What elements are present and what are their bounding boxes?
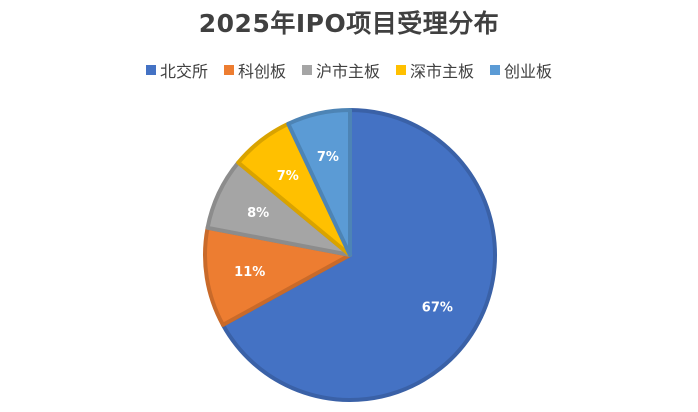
- legend-label: 北交所: [159, 62, 208, 81]
- legend-item: 科创板: [223, 58, 286, 82]
- data-label: 7%: [317, 150, 339, 165]
- legend-swatch: [223, 65, 234, 75]
- pie-slice-1: [203, 225, 352, 327]
- legend-label: 深市主板: [410, 62, 475, 81]
- legend-item: 沪市主板: [301, 58, 380, 82]
- legend-item: 深市主板: [396, 58, 474, 82]
- pie-slice-0: [220, 108, 497, 402]
- legend-swatch: [490, 65, 501, 75]
- legend-swatch: [396, 65, 406, 75]
- legend-item: 北交所: [145, 58, 208, 82]
- legend-item: 创业板: [490, 58, 552, 82]
- chart-title: 2025年IPO项目受理分布: [198, 9, 500, 38]
- data-label: 67%: [422, 301, 453, 316]
- legend-label: 沪市主板: [315, 62, 380, 81]
- data-label: 7%: [277, 169, 299, 184]
- legend-swatch: [301, 65, 312, 75]
- pie-slice-4: [286, 108, 352, 257]
- data-label: 8%: [247, 206, 269, 221]
- legend-label: 创业板: [504, 62, 553, 81]
- legend-label: 科创板: [237, 62, 286, 81]
- legend-swatch: [145, 65, 156, 75]
- legend: 北交所 科创板 沪市主板 深市主板 创业板: [0, 58, 698, 82]
- data-label: 11%: [234, 265, 265, 280]
